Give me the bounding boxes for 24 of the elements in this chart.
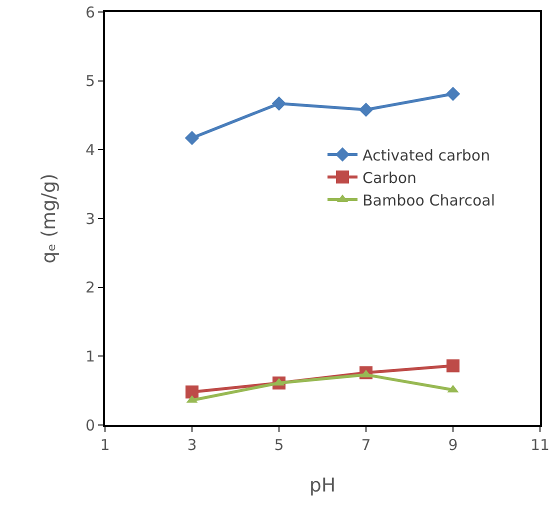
legend-label: Carbon xyxy=(362,168,417,187)
y-tick-label: 3 xyxy=(85,210,95,228)
x-tick-label: 1 xyxy=(100,436,110,454)
y-tick-label: 2 xyxy=(85,278,95,297)
y-tick-label: 4 xyxy=(85,140,95,159)
y-tick-label: 0 xyxy=(85,416,95,434)
point xyxy=(184,130,200,146)
point xyxy=(186,385,198,398)
point xyxy=(446,359,460,372)
x-tick-label: 11 xyxy=(530,436,550,454)
legend-label: Activated carbon xyxy=(362,146,490,164)
y-tick-label: 5 xyxy=(85,72,95,90)
y-tick-label: 1 xyxy=(85,347,95,366)
y-axis-title: qₑ (mg/g) xyxy=(38,174,60,264)
x-tick-label: 5 xyxy=(274,436,284,454)
x-tick-label: 7 xyxy=(361,436,371,454)
legend-label: Bamboo Charcoal xyxy=(362,191,496,210)
point xyxy=(358,102,374,117)
x-axis-title: pH xyxy=(309,474,336,496)
point xyxy=(446,86,460,102)
point xyxy=(272,96,286,111)
x-tick-label: 3 xyxy=(187,436,197,454)
x-tick-label: 9 xyxy=(448,436,458,454)
y-tick-label: 6 xyxy=(85,3,95,22)
